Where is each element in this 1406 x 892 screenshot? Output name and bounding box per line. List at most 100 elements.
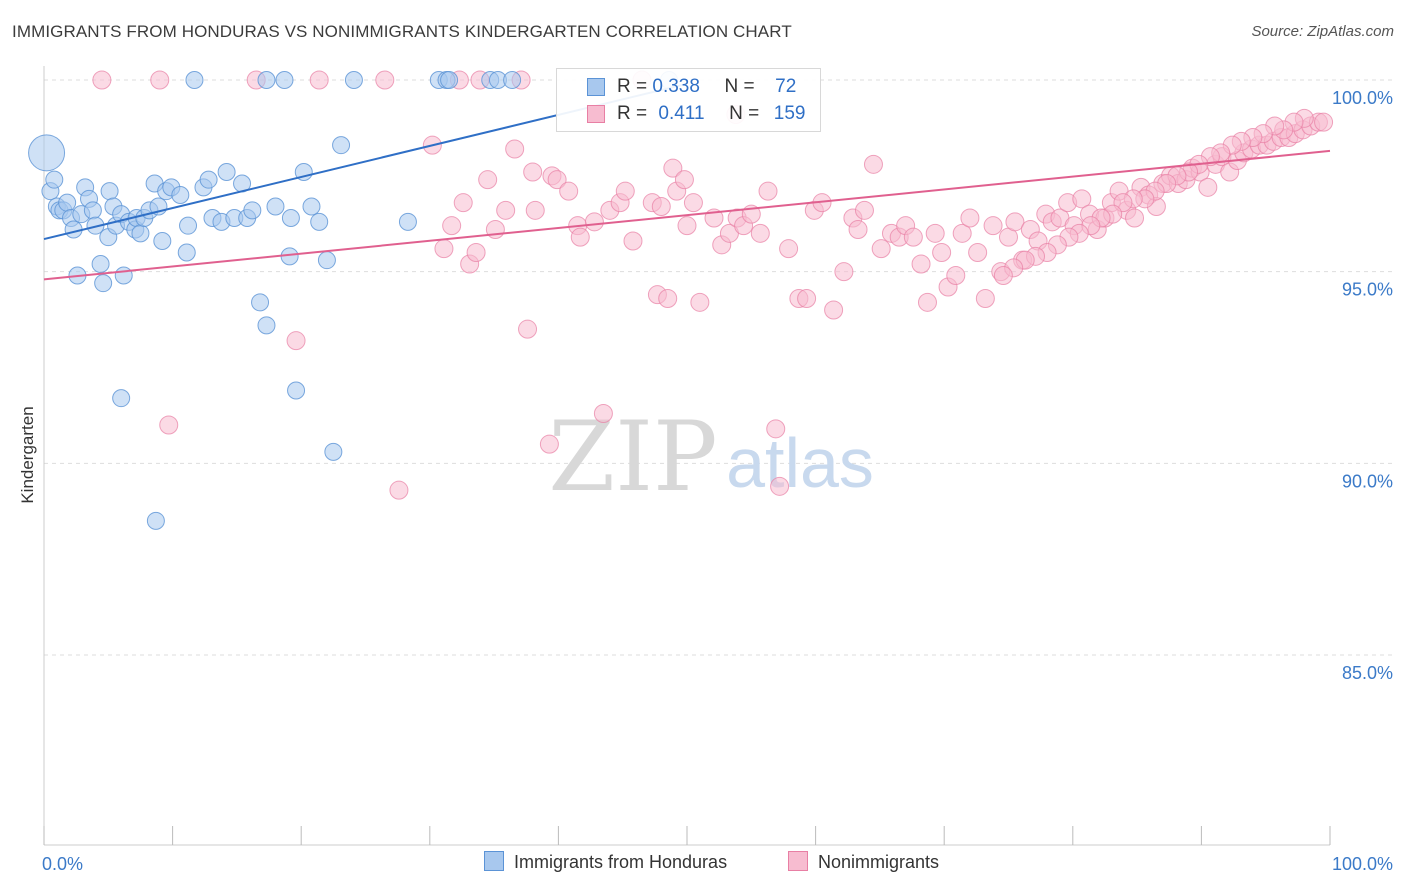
honduras-point [179,216,198,235]
nonimmigrants-point [766,419,786,439]
legend-swatch-nonimmigrants [788,851,808,872]
legend-swatch-honduras [484,851,504,872]
honduras-point [185,71,204,89]
y-tick-label: 100.0% [1332,88,1393,108]
honduras-point [324,442,343,461]
honduras-point [177,243,196,262]
watermark-atlas: atlas [726,424,874,502]
legend-label-nonimmigrants: Nonimmigrants [818,852,940,872]
y-tick-label: 85.0% [1342,663,1393,683]
nonimmigrants-point [375,70,395,90]
nonimmigrants-point [960,208,980,228]
nonimmigrants-point [975,289,995,308]
nonimmigrants-point [968,243,988,262]
honduras-point [114,266,133,285]
nonimmigrants-point [478,170,498,190]
nonimmigrants-point [525,200,545,220]
nonimmigrants-point [547,170,567,190]
honduras-point [503,71,522,89]
source-label: Source: ZipAtlas.com [1251,23,1394,40]
legend-row-nonimmigrants: R = 0.411 N = 159 [617,103,805,125]
legend-swatch-honduras [587,78,605,96]
honduras-point [131,224,150,243]
nonimmigrants-point [309,70,329,90]
nonimmigrants-point [925,223,945,243]
legend-r-label: R = [617,103,648,124]
nonimmigrants-point [863,154,883,174]
nonimmigrants-point [848,220,868,239]
y-tick-label: 95.0% [1342,280,1393,300]
legend-n-value-honduras: 72 [775,76,797,97]
legend-label-honduras: Immigrants from Honduras [514,852,728,872]
nonimmigrants-point [584,212,604,232]
tick-labels: 100.0% 95.0% 90.0% 85.0% 0.0% 100.0% [42,88,1393,874]
nonimmigrants-point [434,239,454,259]
honduras-point [266,197,285,216]
honduras-point [58,193,77,212]
y-tick-label: 90.0% [1342,471,1393,491]
nonimmigrants-point [570,227,590,247]
nonimmigrants-point [854,200,874,220]
nonimmigrants-point [593,404,613,423]
honduras-point [217,163,236,181]
nonimmigrants-point [286,331,306,351]
legend-r-value-nonimmigrants: 0.411 [658,103,705,124]
nonimmigrants-point [1072,189,1092,209]
nonimmigrants-point [779,239,799,259]
nonimmigrants-point [750,223,770,243]
nonimmigrants-point [871,239,891,259]
honduras-point [317,251,336,270]
honduras-point [171,186,190,204]
nonimmigrants-points [92,70,1334,500]
legend-row-honduras: R = 0.338 N = 72 [617,76,796,98]
x-tick-label-left: 0.0% [42,854,83,874]
nonimmigrants-point [651,197,671,216]
honduras-point [45,170,64,189]
nonimmigrants-point [674,170,694,190]
honduras-point [251,293,270,312]
nonimmigrants-point [159,415,179,435]
nonimmigrants-point [797,289,817,308]
bottom-legend-nonimmigrants: Nonimmigrants [788,851,940,873]
watermark: ZIP atlas [548,401,874,513]
honduras-point [281,209,300,227]
nonimmigrants-point [658,289,678,308]
honduras-point [153,232,172,250]
nonimmigrants-point [932,243,952,262]
nonimmigrants-point [518,319,538,339]
honduras-point [28,134,66,172]
honduras-point [302,197,321,216]
honduras-point [257,71,276,89]
honduras-point [332,136,351,155]
nonimmigrants-point [993,266,1013,285]
honduras-point [146,511,165,530]
nonimmigrants-point [824,300,844,320]
nonimmigrants-point [496,200,516,220]
nonimmigrants-point [903,227,923,247]
nonimmigrants-point [442,216,462,236]
honduras-point [100,182,119,201]
nonimmigrants-point [946,266,966,285]
nonimmigrants-point [952,223,972,243]
nonimmigrants-point [389,480,409,500]
nonimmigrants-trend-line [43,149,1331,281]
bottom-legend-honduras: Immigrants from Honduras [484,851,728,873]
nonimmigrants-point [92,70,112,90]
nonimmigrants-point [911,254,931,274]
honduras-point [344,71,363,89]
honduras-point [83,201,102,220]
legend-swatch-nonimmigrants [587,105,605,123]
legend-r-label: R = [617,76,648,97]
honduras-point [398,212,417,231]
nonimmigrants-point [1198,177,1218,197]
honduras-point [199,170,218,189]
nonimmigrants-point [466,243,486,262]
nonimmigrants-point [539,434,559,454]
honduras-point [310,212,329,231]
honduras-point [257,316,276,335]
chart-title: IMMIGRANTS FROM HONDURAS VS NONIMMIGRANT… [12,22,792,41]
y-axis-label: Kindergarten [18,406,37,504]
nonimmigrants-point [983,216,1003,236]
nonimmigrants-point [758,181,778,201]
